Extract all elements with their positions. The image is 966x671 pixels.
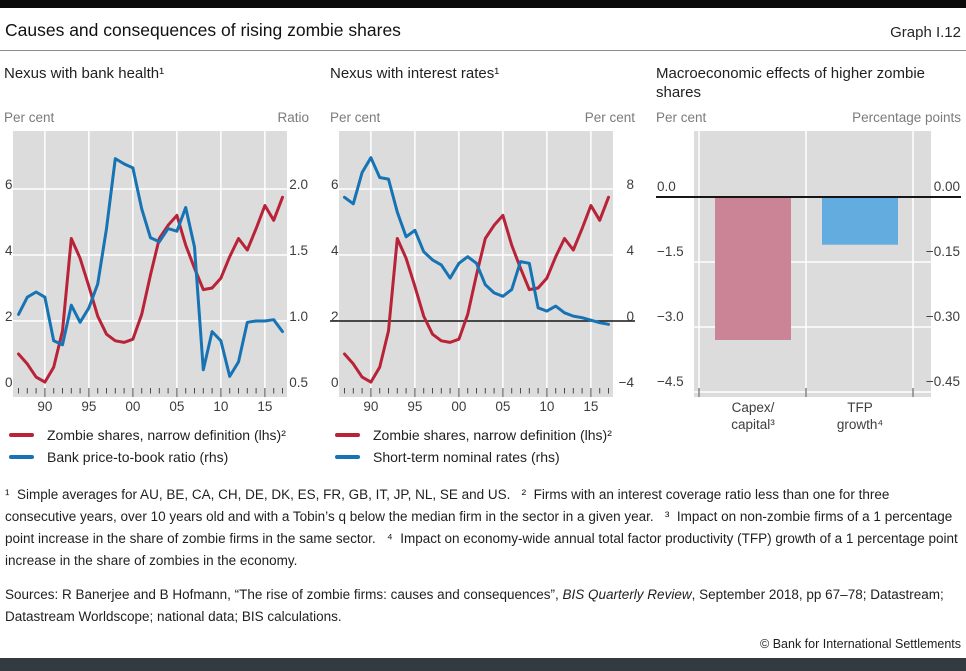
panel-macro-effects: Macroeconomic effects of higher zombie s… — [656, 64, 961, 468]
axis-units-row: Per cent Per cent — [330, 110, 635, 128]
left-axis-unit: Per cent — [330, 110, 381, 125]
blue-line-swatch — [9, 455, 34, 459]
left-axis-tick-label: −1.5 — [657, 244, 684, 259]
panel-interest-rates: Nexus with interest rates¹ Per cent Per … — [330, 64, 635, 468]
legend-label-zombie-shares: Zombie shares, narrow definition (lhs)² — [373, 427, 612, 443]
x-axis-tick-label: 15 — [257, 399, 273, 414]
right-axis-unit: Per cent — [584, 110, 635, 125]
right-axis-tick-label: 4 — [626, 243, 634, 258]
x-axis-tick-label: 05 — [495, 399, 511, 414]
interest-rates-x-axis-labels: 90 95 00 05 10 15 — [330, 397, 635, 417]
sources-text: , September 2018, pp 67–78; Datastream; … — [5, 587, 944, 624]
right-axis-tick-label: 0.5 — [289, 375, 308, 390]
bank-health-x-axis-labels: 90 95 00 05 10 15 — [4, 397, 309, 417]
graph-number-label: Graph I.12 — [890, 24, 961, 41]
left-axis-unit: Per cent — [4, 110, 55, 125]
left-axis-tick-label: 0 — [331, 375, 339, 390]
sources-text: Sources: R Banerjee and B Hofmann, “The … — [5, 587, 563, 602]
left-axis-tick-label: 6 — [5, 177, 13, 192]
x-axis-tick-label: 95 — [407, 399, 423, 414]
right-axis-unit: Ratio — [277, 110, 309, 125]
x-axis-tick-label: 10 — [213, 399, 229, 414]
right-axis-tick-label: −4 — [618, 375, 634, 390]
right-axis-tick-label: −0.15 — [925, 244, 960, 259]
left-axis-tick-label: −4.5 — [657, 374, 684, 389]
left-axis-tick-label: 0 — [5, 375, 13, 390]
sources-italic-title: BIS Quarterly Review — [562, 587, 692, 602]
right-axis-tick-label: 1.0 — [289, 309, 308, 324]
right-axis-tick-label: −0.30 — [925, 309, 960, 324]
red-line-swatch — [335, 433, 360, 437]
blue-line-swatch — [335, 455, 360, 459]
bar-category-label: Capex/ capital³ — [731, 400, 775, 432]
left-axis-tick-label: 2 — [331, 309, 339, 324]
legend-row: Zombie shares, narrow definition (lhs)² — [9, 424, 309, 446]
bank-health-chart: 0 2 4 6 0.5 1.0 1.5 2.0 — [4, 131, 309, 397]
right-axis-tick-label: 1.5 — [289, 243, 308, 258]
footnotes: ¹ Simple averages for AU, BE, CA, CH, DE… — [5, 487, 958, 568]
legend-label-nominal-rates: Short-term nominal rates (rhs) — [373, 449, 560, 465]
copyright-notice: © Bank for International Settlements — [760, 637, 961, 651]
interest-rates-chart: 0 2 4 6 −4 0 4 8 — [330, 131, 635, 397]
left-axis-tick-label: 2 — [5, 309, 13, 324]
legend-row: Zombie shares, narrow definition (lhs)² — [335, 424, 635, 446]
x-axis-tick-label: 90 — [37, 399, 53, 414]
interest-rates-legend: Zombie shares, narrow definition (lhs)² … — [330, 424, 635, 468]
x-axis-tick-label: 10 — [539, 399, 555, 414]
red-line-swatch — [9, 433, 34, 437]
x-axis-tick-label: 00 — [125, 399, 141, 414]
legend-label-zombie-shares: Zombie shares, narrow definition (lhs)² — [47, 427, 286, 443]
panel-title-macro-effects: Macroeconomic effects of higher zombie s… — [656, 65, 926, 101]
bottom-bar — [0, 658, 966, 671]
top-bar — [0, 0, 966, 8]
left-axis-tick-label: 0.0 — [657, 179, 676, 194]
panel-title-bank-health: Nexus with bank health¹ — [4, 65, 165, 82]
legend-row: Short-term nominal rates (rhs) — [335, 446, 635, 468]
macro-effects-category-labels: Capex/ capital³ TFP growth⁴ — [656, 397, 961, 432]
left-axis-unit: Per cent — [656, 110, 707, 125]
right-axis-tick-label: 8 — [626, 177, 634, 192]
header: Causes and consequences of rising zombie… — [0, 8, 966, 50]
right-axis-tick-label: 0 — [626, 309, 634, 324]
bar-category-label: TFP growth⁴ — [836, 400, 884, 432]
title-divider — [0, 50, 966, 51]
x-axis-tick-label: 95 — [81, 399, 97, 414]
right-axis-tick-label: 2.0 — [289, 177, 308, 192]
x-axis-tick-label: 15 — [583, 399, 599, 414]
macro-effects-chart: 0.0 −1.5 −3.0 −4.5 0.00 −0.15 −0.30 −0.45 — [656, 131, 961, 397]
right-axis-unit: Percentage points — [852, 110, 961, 125]
x-axis-tick-label: 05 — [169, 399, 185, 414]
x-axis-tick-label: 90 — [363, 399, 379, 414]
panel-bank-health: Nexus with bank health¹ Per cent Ratio 0… — [4, 64, 309, 468]
panels-row: Nexus with bank health¹ Per cent Ratio 0… — [0, 51, 966, 468]
axis-units-row: Per cent Percentage points — [656, 110, 961, 128]
legend-label-price-to-book: Bank price-to-book ratio (rhs) — [47, 449, 229, 465]
axis-units-row: Per cent Ratio — [4, 110, 309, 128]
right-axis-tick-label: 0.00 — [933, 179, 960, 194]
left-axis-tick-label: 4 — [5, 243, 13, 258]
page-title: Causes and consequences of rising zombie… — [5, 20, 401, 40]
left-axis-tick-label: −3.0 — [657, 309, 684, 324]
legend-row: Bank price-to-book ratio (rhs) — [9, 446, 309, 468]
x-axis-tick-label: 00 — [451, 399, 467, 414]
bank-health-legend: Zombie shares, narrow definition (lhs)² … — [4, 424, 309, 468]
panel-title-interest-rates: Nexus with interest rates¹ — [330, 65, 500, 82]
right-axis-tick-label: −0.45 — [925, 374, 960, 389]
left-axis-tick-label: 4 — [331, 243, 339, 258]
left-axis-tick-label: 6 — [331, 177, 339, 192]
sources-line: Sources: R Banerjee and B Hofmann, “The … — [0, 584, 966, 628]
